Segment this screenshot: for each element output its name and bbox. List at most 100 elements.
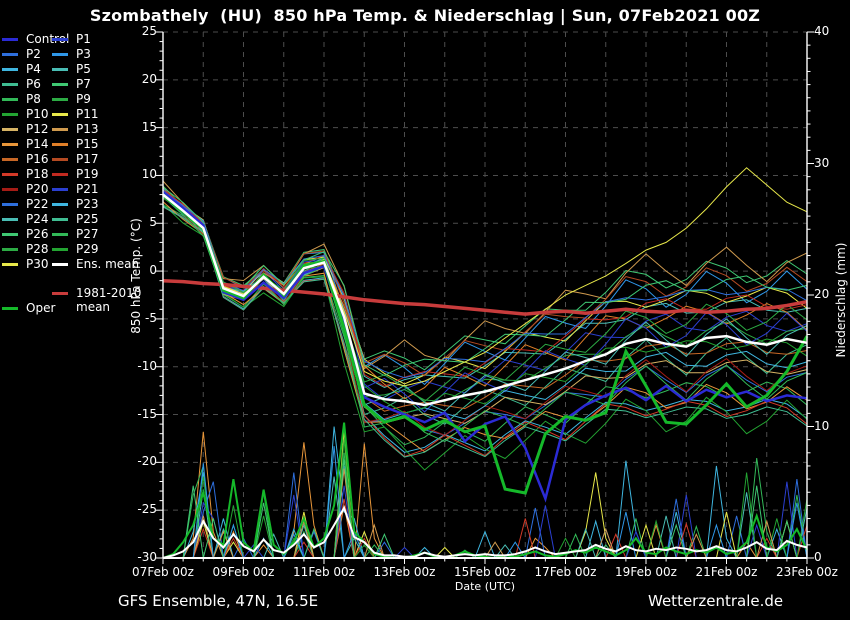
legend-swatch — [2, 38, 18, 41]
x-axis-tick-label: 23Feb 00z — [776, 565, 838, 579]
legend-swatch — [2, 113, 18, 116]
legend-label: P14 — [26, 137, 49, 151]
legend-swatch — [2, 143, 18, 146]
legend-label: P6 — [26, 77, 41, 91]
legend-label: P19 — [76, 167, 99, 181]
ensemble-member-line — [162, 197, 808, 424]
right-axis-tick-label: 0 — [814, 550, 822, 564]
legend-swatch — [2, 98, 18, 101]
legend-label: P15 — [76, 137, 99, 151]
legend-label: Ens. mean — [76, 257, 140, 271]
site-credit-text: Wetterzentrale.de — [648, 592, 784, 610]
legend-label: P11 — [76, 107, 99, 121]
legend-label: P25 — [76, 212, 99, 226]
x-axis-tick-label: 21Feb 00z — [695, 565, 758, 579]
legend-item-p19: P19 — [52, 167, 99, 181]
legend-item-p15: P15 — [52, 137, 99, 151]
legend-item-p11: P11 — [52, 107, 99, 121]
x-axis-title: Date (UTC) — [454, 580, 516, 593]
legend-swatch — [2, 83, 18, 86]
precip-member-line — [163, 439, 808, 560]
legend-swatch — [52, 68, 68, 71]
x-axis-tick-label: 15Feb 00z — [454, 565, 516, 579]
legend-label: P2 — [26, 47, 41, 61]
legend-item-p21: P21 — [52, 182, 99, 196]
legend-label: P4 — [26, 62, 41, 76]
legend-swatch — [52, 218, 68, 221]
legend-item-p10: P10 — [2, 107, 49, 121]
legend-swatch — [52, 248, 68, 251]
legend-swatch — [52, 188, 68, 191]
legend-label: Control — [26, 32, 70, 46]
legend-swatch — [52, 98, 68, 101]
legend-label: P16 — [26, 152, 49, 166]
legend-swatch — [2, 203, 18, 206]
legend-label: P8 — [26, 92, 41, 106]
left-axis-tick-label: 5 — [149, 215, 157, 230]
legend-swatch — [2, 218, 18, 221]
legend-label: P28 — [26, 242, 49, 256]
legend-swatch — [2, 53, 18, 56]
x-axis-tick-label: 19Feb 00z — [615, 565, 677, 579]
x-axis-tick-label: 13Feb 00z — [373, 565, 436, 579]
legend-item-p25: P25 — [52, 212, 99, 226]
legend-swatch — [2, 68, 18, 71]
legend-swatch — [52, 158, 68, 161]
ensemble-member-line — [162, 189, 808, 387]
legend-label: P13 — [76, 122, 99, 136]
legend-item-p20: P20 — [2, 182, 49, 196]
legend-item-p14: P14 — [2, 137, 49, 151]
left-axis-tick-label: -30 — [137, 550, 157, 564]
legend-item-p3: P3 — [52, 47, 91, 61]
left-axis-tick-label: 25 — [141, 24, 157, 38]
legend-item-p2: P2 — [2, 47, 41, 61]
legend-label: P5 — [76, 62, 91, 76]
legend-item-oper: Oper — [2, 301, 55, 315]
legend-swatch — [2, 128, 18, 131]
legend-swatch — [2, 188, 18, 191]
legend-item-p22: P22 — [2, 197, 49, 211]
legend-swatch — [2, 158, 18, 161]
legend-swatch — [2, 306, 18, 310]
legend-label: P12 — [26, 122, 49, 136]
legend-swatch — [52, 173, 68, 176]
left-axis-tick-label: -10 — [137, 358, 157, 373]
legend-item-p12: P12 — [2, 122, 49, 136]
legend-item-p8: P8 — [2, 92, 41, 106]
right-axis-tick-label: 20 — [814, 287, 830, 301]
legend-item-p17: P17 — [52, 152, 99, 166]
legend-label: P30 — [26, 257, 49, 271]
ensemble-member-line — [162, 187, 808, 377]
x-axis-tick-label: 09Feb 00z — [212, 565, 275, 579]
legend-label: P24 — [26, 212, 49, 226]
legend-item-p16: P16 — [2, 152, 49, 166]
legend-swatch — [2, 263, 18, 266]
legend-swatch — [2, 233, 18, 236]
legend-swatch — [52, 53, 68, 56]
legend-label: P20 — [26, 182, 49, 196]
legend-item-p23: P23 — [52, 197, 99, 211]
left-axis-tick-label: 15 — [141, 119, 157, 134]
legend-label: P22 — [26, 197, 49, 211]
chart-title: Szombathely (HU) 850 hPa Temp. & Nieders… — [89, 6, 761, 25]
legend-swatch — [52, 128, 68, 131]
legend-item-p5: P5 — [52, 62, 91, 76]
left-axis-tick-label: -15 — [137, 406, 157, 421]
right-axis-tick-label: 10 — [814, 418, 830, 433]
legend-label: P21 — [76, 182, 99, 196]
legend-label: P18 — [26, 167, 49, 181]
legend-label: Oper — [26, 300, 56, 315]
legend-item-p4: P4 — [2, 62, 41, 76]
legend-swatch — [52, 38, 68, 41]
legend-label: P7 — [76, 77, 91, 91]
legend-item-p24: P24 — [2, 212, 49, 226]
model-info-text: GFS Ensemble, 47N, 16.5E — [118, 592, 319, 610]
left-axis-tick-label: 20 — [141, 71, 157, 86]
x-axis-tick-label: 07Feb 00z — [132, 565, 194, 579]
legend-swatch — [52, 291, 68, 295]
left-axis-tick-label: -20 — [137, 454, 157, 469]
ensemble-member-line — [162, 206, 808, 458]
legend-label: P1 — [76, 32, 91, 46]
legend-item-p18: P18 — [2, 167, 49, 181]
